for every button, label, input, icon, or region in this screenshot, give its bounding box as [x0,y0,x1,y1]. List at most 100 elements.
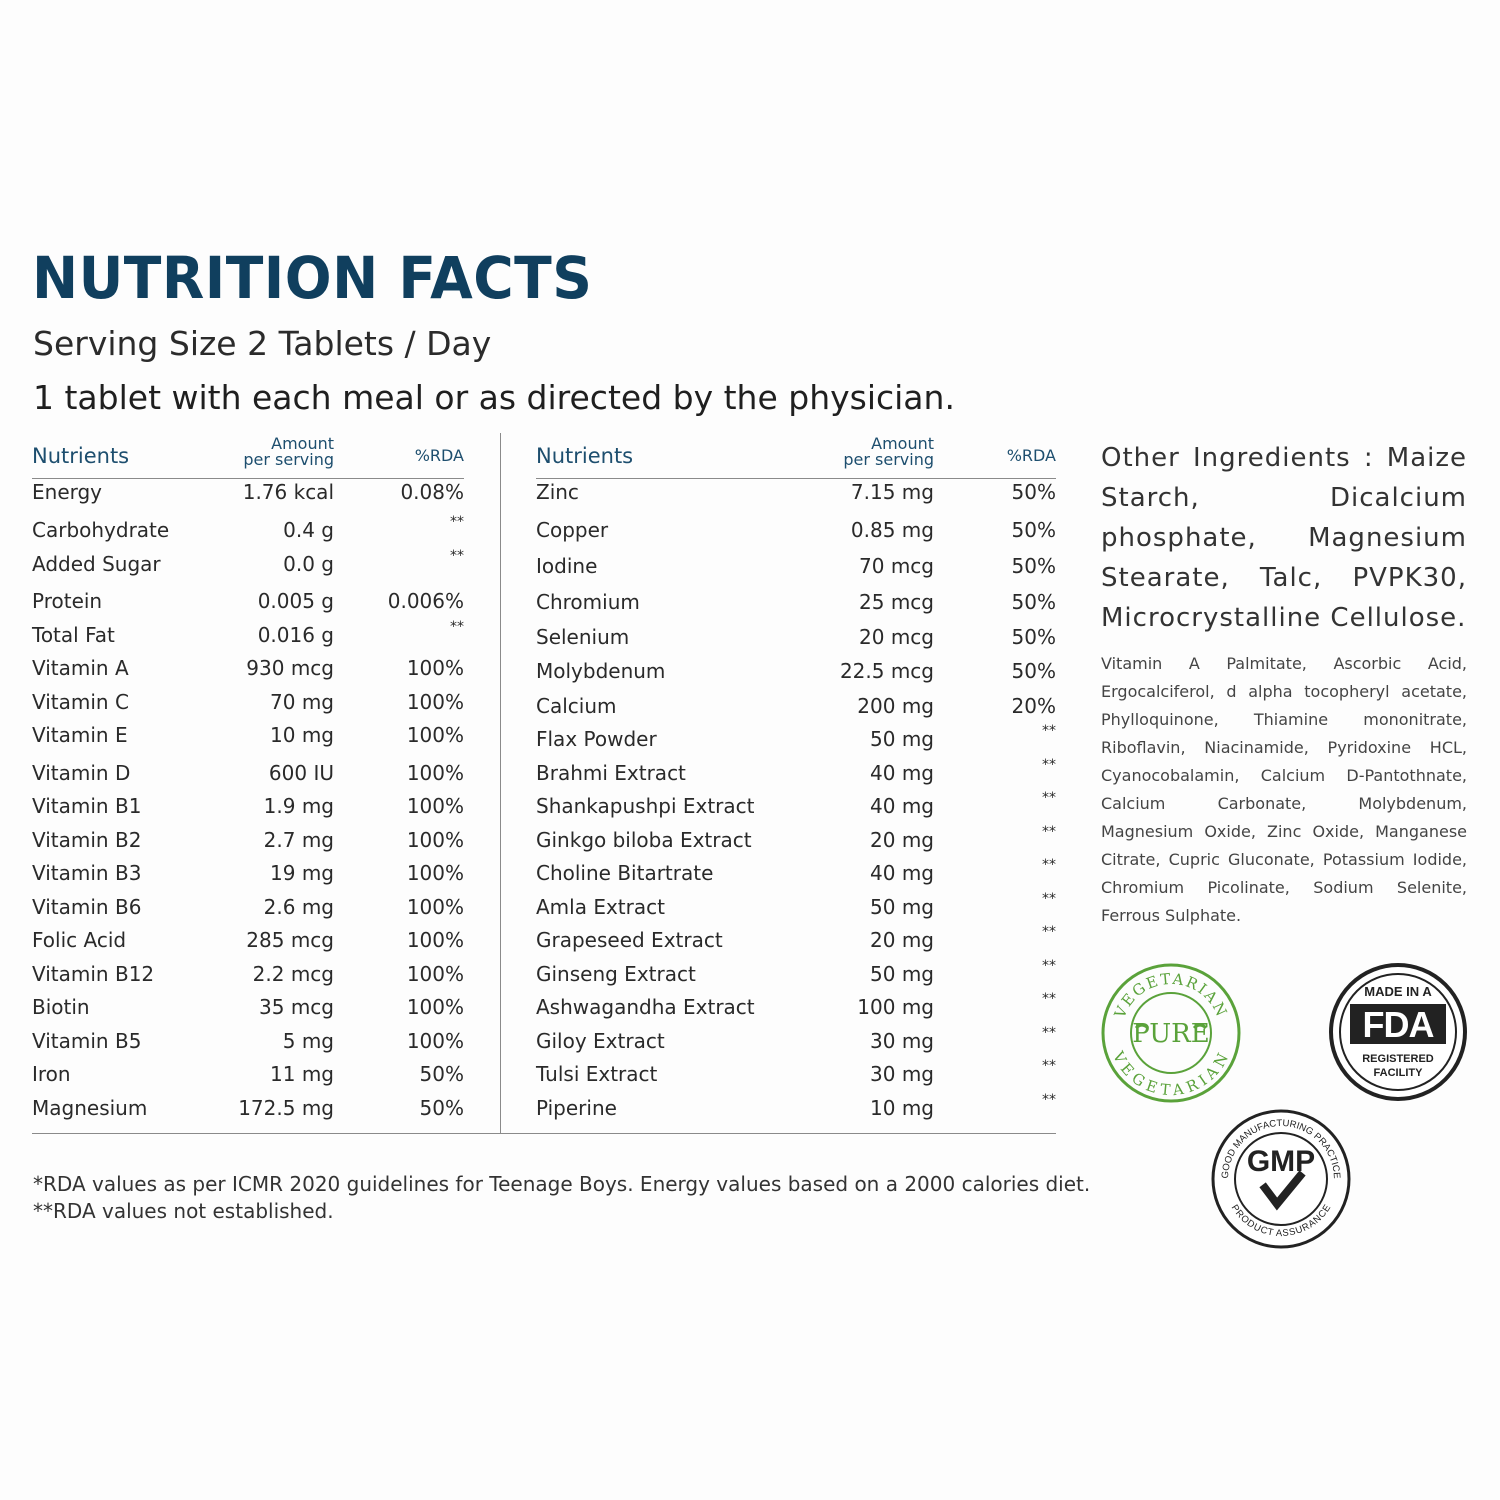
header-amount-line2: per serving [843,450,934,469]
nutrient-rda: ** [1042,991,1056,1007]
table-header: Nutrients Amount per serving %RDA [32,433,464,479]
nutrient-name: Energy [32,480,103,504]
nutrient-amount: 50 mg [870,727,934,751]
header-nutrients: Nutrients [32,444,130,468]
nutrient-amount: 50 mg [870,962,934,986]
column-divider [500,433,501,1134]
table-row: Molybdenum 22.5 mcg 50% [536,659,1056,689]
nutrient-amount: 5 mg [282,1029,334,1053]
vegetarian-badge: VEGETARIAN VEGETARIAN PURE [1101,963,1241,1103]
nutrient-amount: 30 mg [870,1029,934,1053]
table-row: Piperine 10 mg ** [536,1092,1056,1126]
nutrient-rda: ** [1042,857,1056,873]
nutrient-amount: 1.9 mg [263,794,334,818]
nutrient-amount: 40 mg [870,794,934,818]
nutrient-name: Vitamin B12 [32,962,155,986]
nutrient-rda: 0.006% [387,589,464,613]
nutrient-rda: ** [1042,891,1056,907]
nutrient-amount: 2.6 mg [263,895,334,919]
table-row: Chromium 25 mcg 50% [536,590,1056,620]
nutrient-rda: 20% [1011,694,1056,718]
vegetarian-pure: PURE [1132,1019,1210,1049]
nutrient-name: Choline Bitartrate [536,861,714,885]
nutrient-amount: 0.4 g [283,518,334,542]
vitamin-forms: Vitamin A Palmitate, Ascorbic Acid, Ergo… [1101,654,1467,925]
table-bottom-rule [32,1133,1056,1134]
header-amount-line2: per serving [243,450,334,469]
nutrient-amount: 172.5 mg [238,1096,334,1120]
nutrient-name: Brahmi Extract [536,761,686,785]
nutrient-amount: 19 mg [270,861,334,885]
header-amount-line1: Amount [871,434,934,453]
nutrient-rda: ** [1042,1092,1056,1108]
header-amount: Amount per serving [243,436,334,468]
nutrient-name: Vitamin B1 [32,794,142,818]
nutrient-rda: ** [1042,790,1056,806]
nutrient-rda: 100% [406,828,464,852]
nutrient-name: Piperine [536,1096,617,1120]
table-header: Nutrients Amount per serving %RDA [536,433,1056,479]
table-row: Grapeseed Extract 20 mg ** [536,924,1056,958]
nutrient-name: Tulsi Extract [536,1062,658,1086]
table-row: Giloy Extract 30 mg ** [536,1025,1056,1059]
nutrient-name: Ginseng Extract [536,962,696,986]
nutrient-rda: 50% [1011,625,1056,649]
table-row: Selenium 20 mcg 50% [536,625,1056,655]
nutrient-amount: 100 mg [857,995,934,1019]
nutrient-rda: ** [1042,824,1056,840]
nutrient-rda: 50% [1011,480,1056,504]
nutrient-amount: 0.0 g [283,552,334,576]
table-row: Amla Extract 50 mg ** [536,891,1056,925]
table-row: Tulsi Extract 30 mg ** [536,1058,1056,1092]
table-row: Folic Acid 285 mcg 100% [32,928,464,958]
nutrient-rda: 100% [406,861,464,885]
table-row: Protein 0.005 g 0.006% [32,589,464,619]
nutrient-name: Folic Acid [32,928,127,952]
footnote-rda: *RDA values as per ICMR 2020 guidelines … [33,1172,1091,1196]
nutrient-rda: ** [450,514,464,530]
table-row: Zinc 7.15 mg 50% [536,480,1056,510]
nutrient-rda: 50% [419,1062,464,1086]
nutrient-rda: ** [1042,1058,1056,1074]
nutrient-rda: 100% [406,723,464,747]
nutrient-amount: 0.016 g [257,623,334,647]
nutrient-name: Vitamin C [32,690,129,714]
nutrient-table-left: Nutrients Amount per serving %RDA Energy… [32,433,464,1120]
nutrient-name: Ashwagandha Extract [536,995,755,1019]
nutrient-name: Iron [32,1062,71,1086]
nutrient-rda: ** [1042,757,1056,773]
nutrient-amount: 40 mg [870,761,934,785]
serving-size: Serving Size 2 Tablets / Day [33,324,492,363]
nutrient-amount: 20 mcg [859,625,934,649]
nutrient-amount: 40 mg [870,861,934,885]
table-row: Carbohydrate 0.4 g ** [32,514,464,548]
nutrient-amount: 930 mcg [246,656,334,680]
table-row: Ashwagandha Extract 100 mg ** [536,991,1056,1025]
nutrient-name: Grapeseed Extract [536,928,723,952]
table-row: Iron 11 mg 50% [32,1062,464,1092]
nutrient-name: Copper [536,518,609,542]
nutrient-rda: 100% [406,895,464,919]
nutrient-amount: 1.76 kcal [242,480,334,504]
nutrient-amount: 20 mg [870,828,934,852]
table-row: Vitamin E 10 mg 100% [32,723,464,753]
nutrient-amount: 10 mg [870,1096,934,1120]
nutrient-name: Amla Extract [536,895,665,919]
header-nutrients: Nutrients [536,444,634,468]
nutrient-amount: 2.2 mcg [252,962,334,986]
nutrient-amount: 7.15 mg [850,480,934,504]
nutrient-rda: ** [1042,723,1056,739]
table-row: Vitamin C 70 mg 100% [32,690,464,720]
nutrient-rda: 100% [406,1029,464,1053]
table-row: Ginseng Extract 50 mg ** [536,958,1056,992]
nutrient-amount: 200 mg [857,694,934,718]
nutrient-name: Flax Powder [536,727,657,751]
table-row: Vitamin B12 2.2 mcg 100% [32,962,464,992]
nutrient-amount: 25 mcg [859,590,934,614]
nutrient-rda: ** [450,619,464,635]
nutrient-rda: 100% [406,761,464,785]
nutrient-name: Ginkgo biloba Extract [536,828,752,852]
nutrient-name: Vitamin A [32,656,129,680]
nutrient-rda: 100% [406,995,464,1019]
nutrient-amount: 0.85 mg [850,518,934,542]
